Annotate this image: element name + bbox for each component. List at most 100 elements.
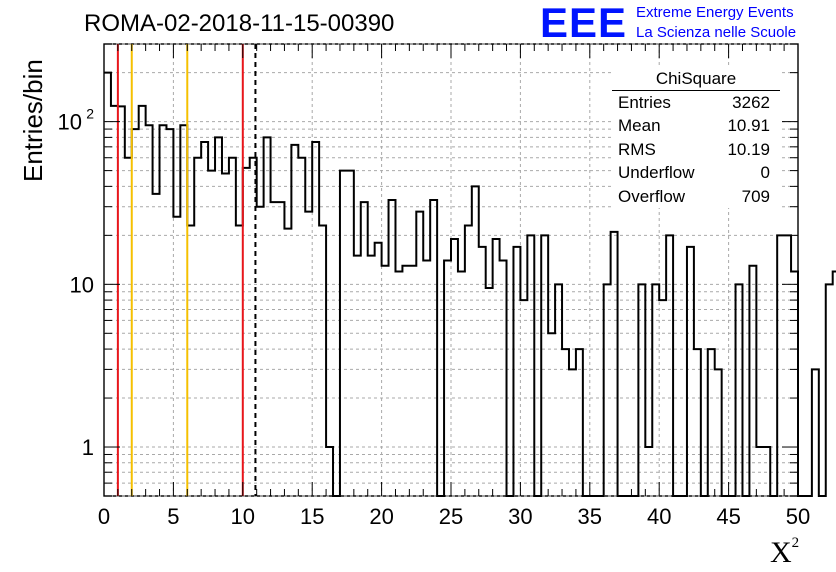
stats-label: RMS [618,139,656,159]
vertical-marker-lines [116,44,257,496]
histogram-bar [222,173,229,496]
histogram-bar [257,207,264,496]
histogram-bar [562,349,569,496]
stats-row-underflow: Underflow 0 [612,161,780,184]
x-tick-label: 40 [647,504,671,529]
histogram-bar [319,225,326,496]
histogram-bar [430,200,437,496]
x-tick-label: 10 [231,504,255,529]
stats-value: 0 [760,163,770,183]
stats-row-entries: Entries 3262 [612,91,780,114]
histogram-bar [201,142,208,496]
stats-value: 709 [741,186,770,206]
x-tick-label: 35 [578,504,602,529]
stats-value: 10.91 [727,116,770,136]
histogram-bar [555,284,562,496]
stats-box: ChiSquare Entries 3262 Mean 10.91 RMS 10.19… [612,68,780,208]
histogram-bar [812,369,819,496]
histogram-bar [666,235,673,496]
histogram-bar [305,212,312,496]
x-axis-label: X2 [770,535,800,570]
histogram-bar [187,225,194,496]
histogram-bars [104,71,836,497]
x-tick-label: 5 [167,504,179,529]
histogram-bar [548,333,555,496]
eee-logo-caption: Extreme Energy Events La Scienza nelle S… [636,3,796,43]
histogram-bar [180,125,187,496]
y-tick-label-exponent: 2 [86,106,94,122]
histogram-bar [493,239,500,496]
x-tick-label: 30 [508,504,532,529]
stats-label: Entries [618,93,671,112]
histogram-bar [160,125,167,496]
histogram-bar [298,158,305,496]
histogram-bar [472,186,479,496]
histogram-bar [611,232,618,496]
histogram-bar [604,284,611,496]
histogram-bar [451,239,458,496]
y-tick-label: 10 [70,272,94,297]
histogram-bar [118,106,125,496]
x-tick-label: 45 [716,504,740,529]
histogram-bar [389,200,396,496]
histogram-outline [104,71,836,497]
logo-line-1: Extreme Energy Events [636,4,794,21]
histogram-bar [312,142,319,496]
histogram-bar [166,129,173,496]
logo-line-2: La Scienza nelle Scuole [636,24,797,41]
histogram-bar [111,106,118,496]
histogram-bar [541,235,548,496]
histogram-bar [569,369,576,496]
histogram-bar [486,288,493,496]
histogram-bar [264,137,271,496]
y-axis-label: Entries/bin [18,59,48,182]
histogram-bar [777,235,784,496]
x-axis-label-exponent: 2 [791,535,800,551]
y-tick-label: 1 [82,435,94,460]
histogram-bar [229,158,236,496]
y-tick-label: 10 [58,110,82,135]
histogram-bar [416,212,423,496]
x-tick-label: 50 [786,504,810,529]
histogram-bar [784,235,791,496]
stats-label: Underflow [618,163,695,183]
x-axis-label-symbol: X [770,536,792,569]
histogram-bar [465,225,472,496]
histogram-bar [236,225,243,496]
histogram-bar [153,194,160,496]
histogram-bar [826,284,833,496]
histogram-bar [139,106,146,496]
histogram-bar [146,125,153,496]
histogram-bar [215,137,222,496]
chart-title: ROMA-02-2018-11-15-00390 [84,10,395,37]
histogram-bar [125,158,132,496]
histogram-bar [736,284,743,496]
histogram-bar [500,261,507,496]
histogram-bar [694,349,701,496]
axis-ticks [103,43,799,497]
histogram-bar [423,261,430,496]
stats-box-title: ChiSquare [612,68,780,91]
eee-logo: EEE [540,0,628,46]
x-tick-label: 25 [439,504,463,529]
histogram-bar [527,235,534,496]
histogram-bar [652,284,659,496]
histogram-bar [444,261,451,496]
stats-label: Overflow [618,186,686,206]
histogram-bar [284,229,291,496]
histogram-bar [576,349,583,496]
stats-row-rms: RMS 10.19 [612,138,780,161]
stats-value: 3262 [732,93,770,112]
x-tick-label: 15 [300,504,324,529]
stats-label: Mean [618,116,661,136]
histogram-bar [715,369,722,496]
x-tick-label: 20 [369,504,393,529]
stats-row-overflow: Overflow 709 [612,185,780,208]
histogram-bar [132,129,139,496]
histogram-bar [708,349,715,496]
stats-row-mean: Mean 10.91 [612,114,780,137]
histogram-bar [638,284,645,496]
histogram-bar [194,158,201,496]
x-tick-label: 0 [98,504,110,529]
